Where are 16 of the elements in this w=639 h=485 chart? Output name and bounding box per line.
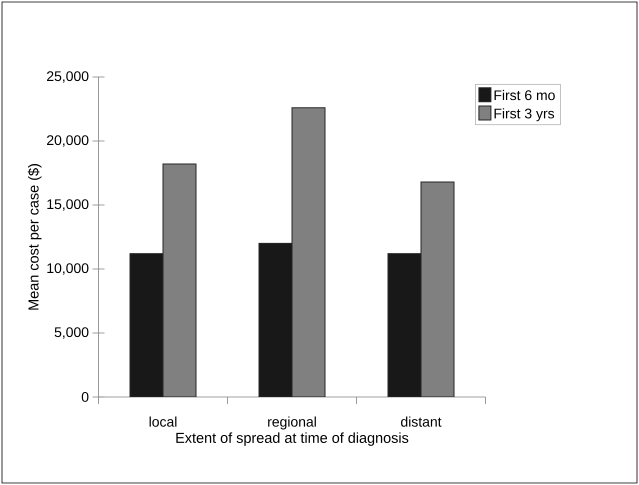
bar (130, 253, 164, 397)
y-tick-label: 5,000 (54, 327, 88, 339)
y-tick-label: 0 (82, 392, 88, 402)
legend-label: First 6 mo (494, 90, 555, 100)
y-tick-label: 20,000 (47, 135, 88, 147)
x-axis-title: Extent of spread at time of diagnosis (176, 432, 408, 446)
y-tick-label: 25,000 (47, 71, 88, 83)
y-tick-label: 15,000 (47, 199, 88, 211)
x-tick-label: distant (401, 416, 442, 427)
bar (388, 253, 422, 397)
x-tick-label: local (150, 416, 176, 427)
y-axis-title: Mean cost per case ($) (28, 164, 42, 310)
x-tick-label: regional (268, 416, 316, 430)
bar (258, 242, 293, 397)
y-tick-label: 10,000 (47, 263, 88, 275)
legend-label: First 3 yrs (494, 108, 554, 122)
